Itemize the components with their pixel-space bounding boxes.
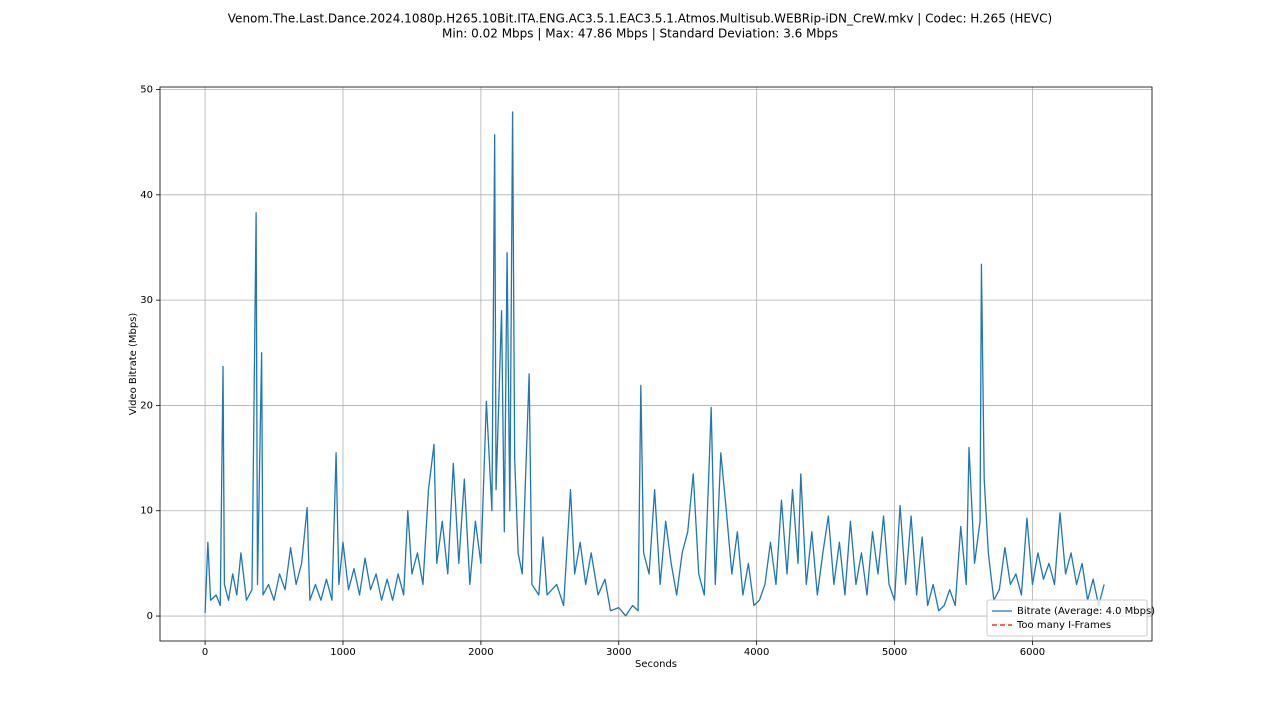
plot-frame <box>159 86 1153 642</box>
legend-box <box>986 599 1148 637</box>
x-tick-label: 6000 <box>1020 647 1045 658</box>
y-tick-label: 10 <box>140 506 153 517</box>
x-tick-label: 0 <box>202 647 208 658</box>
x-tick-label: 2000 <box>468 647 493 658</box>
y-tick-label: 40 <box>140 190 153 201</box>
chart-title: Venom.The.Last.Dance.2024.1080p.H265.10B… <box>228 12 1052 26</box>
x-tick-label: 3000 <box>606 647 631 658</box>
data-line <box>204 111 1105 617</box>
y-tick-label: 50 <box>140 85 153 96</box>
y-tick-label: 30 <box>140 295 153 306</box>
legend-label: Bitrate (Average: 4.0 Mbps) <box>1017 606 1155 617</box>
x-tick-label: 4000 <box>744 647 769 658</box>
x-tick-label: 1000 <box>330 647 355 658</box>
legend-label: Too many I-Frames <box>1016 620 1111 631</box>
x-axis-label: Seconds <box>635 659 677 670</box>
y-tick-label: 20 <box>140 400 153 411</box>
y-tick-label: 0 <box>147 611 153 622</box>
x-tick-label: 5000 <box>882 647 907 658</box>
y-axis-label: Video Bitrate (Mbps) <box>128 313 139 416</box>
chart-subtitle: Min: 0.02 Mbps | Max: 47.86 Mbps | Stand… <box>442 27 838 41</box>
